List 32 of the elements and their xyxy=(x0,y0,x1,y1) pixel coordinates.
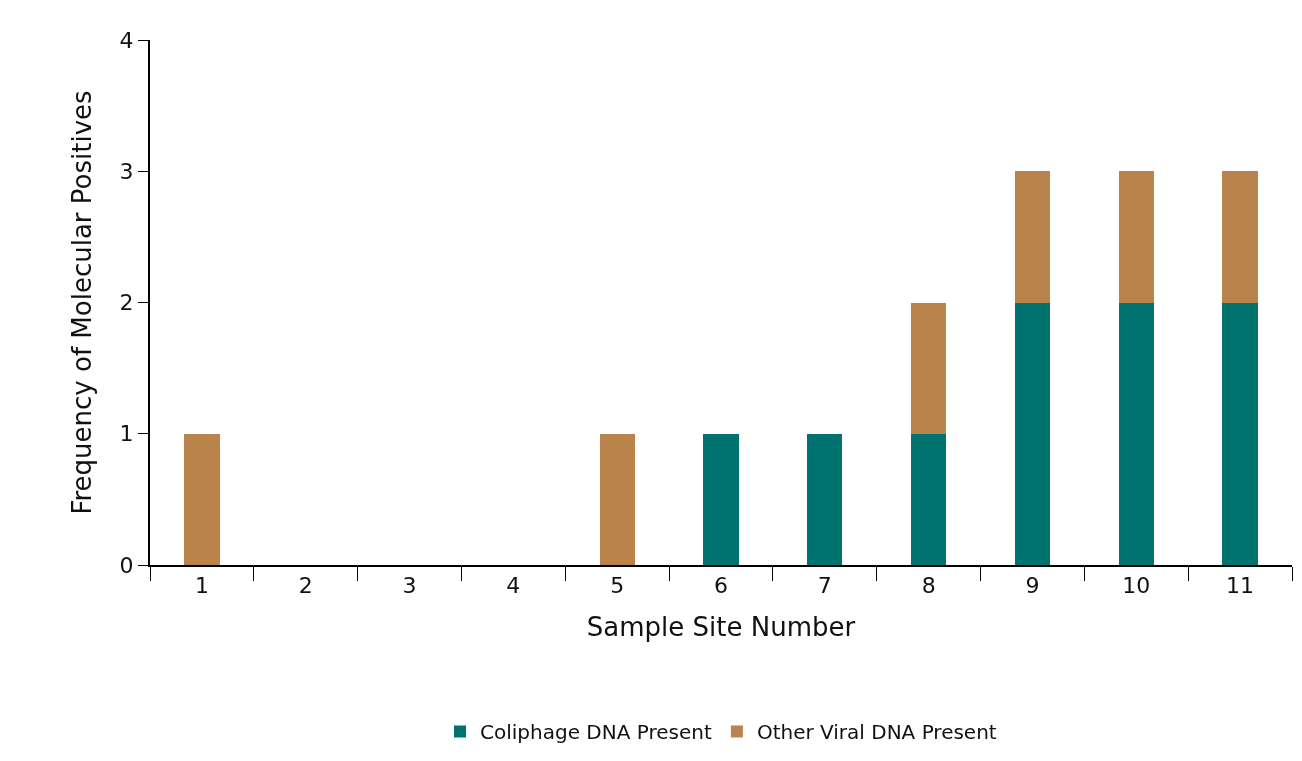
bar xyxy=(1222,171,1258,303)
y-tick-label: 1 xyxy=(119,421,134,447)
x-tick-label: 3 xyxy=(402,573,417,599)
y-tick-label: 3 xyxy=(119,158,134,184)
x-tick-label: 5 xyxy=(610,573,625,599)
legend-label: Coliphage DNA Present xyxy=(480,720,712,745)
bar xyxy=(1014,302,1051,565)
x-tick-label: 1 xyxy=(194,573,209,599)
bar xyxy=(184,433,220,565)
x-tick-label: 7 xyxy=(817,573,832,599)
legend-label: Other Viral DNA Present xyxy=(756,720,997,745)
bar xyxy=(599,433,635,565)
bar xyxy=(1014,171,1051,303)
bar xyxy=(910,433,947,565)
x-tick-label: 9 xyxy=(1025,573,1040,599)
bar xyxy=(1222,302,1258,565)
bar xyxy=(807,433,843,565)
x-tick-label: 2 xyxy=(298,573,313,599)
bar xyxy=(1118,171,1154,303)
y-axis-title: Frequency of Molecular Positives xyxy=(67,90,98,515)
y-tick-label: 2 xyxy=(119,290,134,316)
x-tick-label: 10 xyxy=(1122,573,1151,599)
x-tick-label: 11 xyxy=(1226,573,1255,599)
y-tick-label: 0 xyxy=(119,552,134,578)
bar xyxy=(1118,302,1154,565)
x-tick-label: 6 xyxy=(714,573,728,599)
bar xyxy=(703,433,739,565)
x-tick-label: 8 xyxy=(921,573,936,599)
bar xyxy=(910,302,947,434)
x-tick-label: 4 xyxy=(506,573,521,599)
y-tick-label: 4 xyxy=(119,27,134,53)
x-axis-title: Sample Site Number xyxy=(586,611,856,642)
